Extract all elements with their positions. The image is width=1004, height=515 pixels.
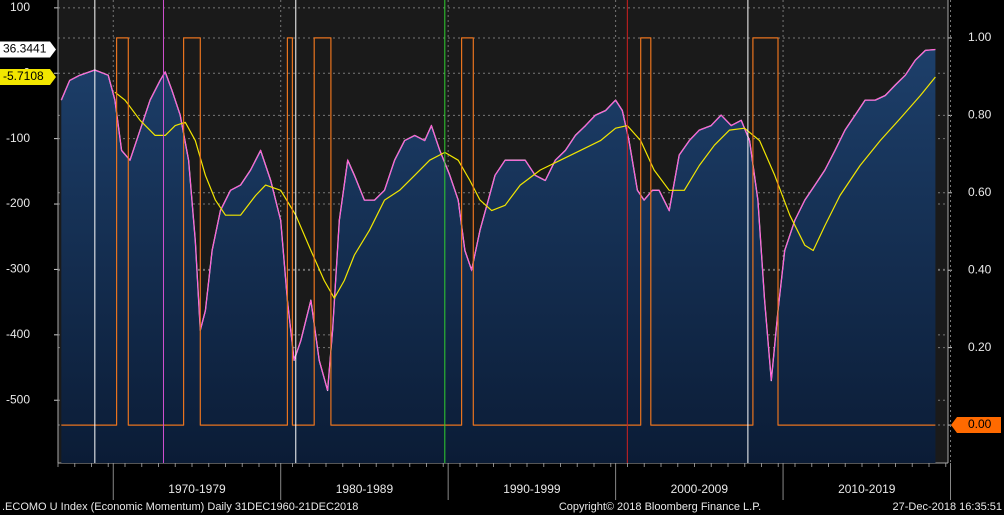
value-tag bbox=[0, 68, 56, 85]
y-tick-label: -200 bbox=[6, 196, 30, 210]
series-line bbox=[114, 76, 936, 299]
footer-left: .ECOMO U Index (Economic Momentum) Daily… bbox=[2, 501, 358, 513]
value-tag-label: 0.00 bbox=[968, 417, 992, 431]
y2-tick-label: 0.40 bbox=[968, 262, 992, 276]
area bbox=[61, 49, 936, 463]
smoothed-line bbox=[60, 49, 936, 391]
y-tick-label: -100 bbox=[6, 131, 30, 145]
y-tick-label: -300 bbox=[6, 262, 30, 276]
y2-tick-label: 0.80 bbox=[968, 108, 992, 122]
x-tick-label: 1980-1989 bbox=[336, 482, 394, 496]
footer-center: Copyright© 2018 Bloomberg Finance L.P. bbox=[559, 501, 761, 513]
series-line bbox=[61, 37, 936, 426]
y-tick-label: -500 bbox=[6, 392, 30, 406]
footer-right: 27-Dec-2018 16:35:51 bbox=[893, 501, 1002, 513]
x-tick-label: 2010-2019 bbox=[838, 482, 896, 496]
y-tick-label: 100 bbox=[10, 0, 30, 14]
value-tag-label: 36.3441 bbox=[3, 42, 47, 56]
value-tag-label: -5.7108 bbox=[3, 69, 44, 83]
y-tick-label: -400 bbox=[6, 327, 30, 341]
value-tag bbox=[951, 417, 1001, 434]
x-tick-label: 1990-1999 bbox=[503, 482, 561, 496]
x-tick-label: 1970-1979 bbox=[168, 482, 226, 496]
x-tick-label: 2000-2009 bbox=[671, 482, 729, 496]
y2-tick-label: 1.00 bbox=[968, 30, 992, 44]
y2-tick-label: 0.60 bbox=[968, 185, 992, 199]
value-tag bbox=[0, 41, 56, 58]
y2-tick-label: 0.20 bbox=[968, 340, 992, 354]
